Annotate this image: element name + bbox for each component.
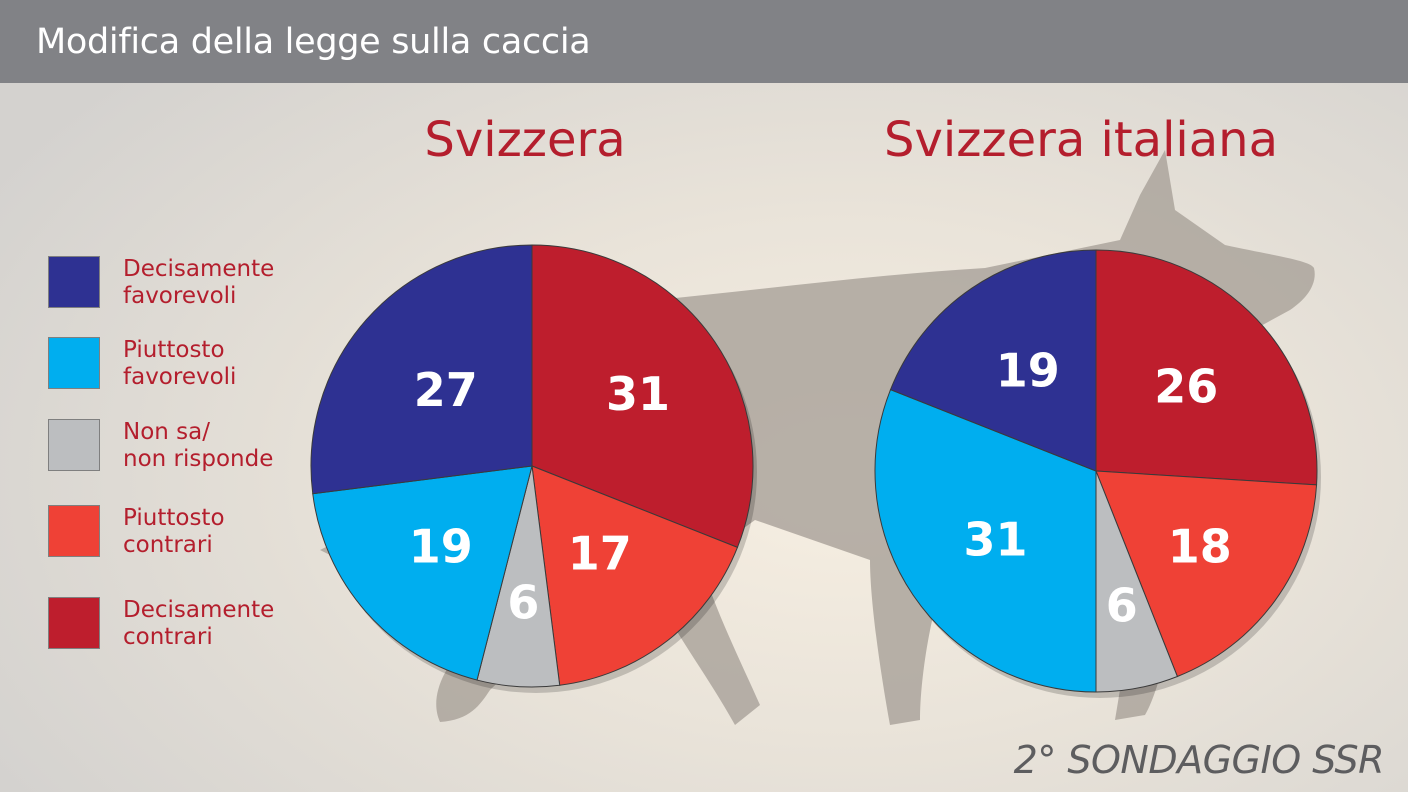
data-label: 31 bbox=[606, 367, 670, 421]
legend-item-decisamente-contrari: Decisamente contrari bbox=[48, 597, 308, 653]
legend-swatch bbox=[48, 337, 100, 389]
pie-slice-piuttosto-favorevoli bbox=[312, 465, 533, 681]
pie-slice-piuttosto-contrari bbox=[531, 465, 739, 686]
data-label: 26 bbox=[1154, 359, 1218, 413]
legend-swatch bbox=[48, 419, 100, 471]
data-label: 6 bbox=[507, 576, 539, 630]
legend: Decisamente favorevoli Piuttosto favorev… bbox=[48, 256, 308, 656]
chart-title: Svizzera bbox=[424, 112, 625, 168]
legend-item-non-sa: Non sa/ non risponde bbox=[48, 419, 308, 475]
data-label: 18 bbox=[1168, 519, 1232, 573]
page-title: Modifica della legge sulla caccia bbox=[36, 22, 591, 62]
legend-label: Piuttosto favorevoli bbox=[123, 337, 237, 390]
pie-svizzera-italiana: Svizzera italiana 26 18 6 31 19 bbox=[874, 112, 1321, 698]
legend-label: Decisamente favorevoli bbox=[123, 256, 275, 309]
pie-slice-decisamente-contrari bbox=[1095, 249, 1318, 486]
legend-swatch bbox=[48, 505, 100, 557]
pie-slice-piuttosto-favorevoli bbox=[874, 388, 1097, 693]
legend-swatch bbox=[48, 597, 100, 649]
pie-slice-decisamente-favorevoli bbox=[310, 244, 533, 495]
legend-label: Piuttosto contrari bbox=[123, 505, 225, 558]
chart-title: Svizzera italiana bbox=[884, 112, 1278, 168]
legend-label: Decisamente contrari bbox=[123, 597, 275, 650]
pie-slice-piuttosto-contrari bbox=[1095, 470, 1318, 678]
pie-slice-decisamente-contrari bbox=[531, 244, 754, 549]
data-label: 19 bbox=[996, 344, 1060, 398]
legend-label: Non sa/ non risponde bbox=[123, 419, 274, 472]
data-label: 27 bbox=[414, 363, 478, 417]
pie-svizzera: Svizzera 31 17 6 19 27 bbox=[310, 112, 757, 693]
header-bar: Modifica della legge sulla caccia bbox=[0, 0, 1408, 83]
data-label: 31 bbox=[963, 512, 1027, 566]
legend-item-decisamente-favorevoli: Decisamente favorevoli bbox=[48, 256, 308, 312]
legend-swatch bbox=[48, 256, 100, 308]
data-label: 17 bbox=[568, 526, 632, 580]
data-label: 6 bbox=[1106, 579, 1138, 633]
data-label: 19 bbox=[409, 519, 473, 573]
pie-slice-decisamente-favorevoli bbox=[889, 249, 1097, 472]
survey-tag: 2° SONDAGGIO SSR bbox=[1013, 738, 1385, 782]
legend-item-piuttosto-favorevoli: Piuttosto favorevoli bbox=[48, 337, 308, 393]
legend-item-piuttosto-contrari: Piuttosto contrari bbox=[48, 505, 308, 561]
